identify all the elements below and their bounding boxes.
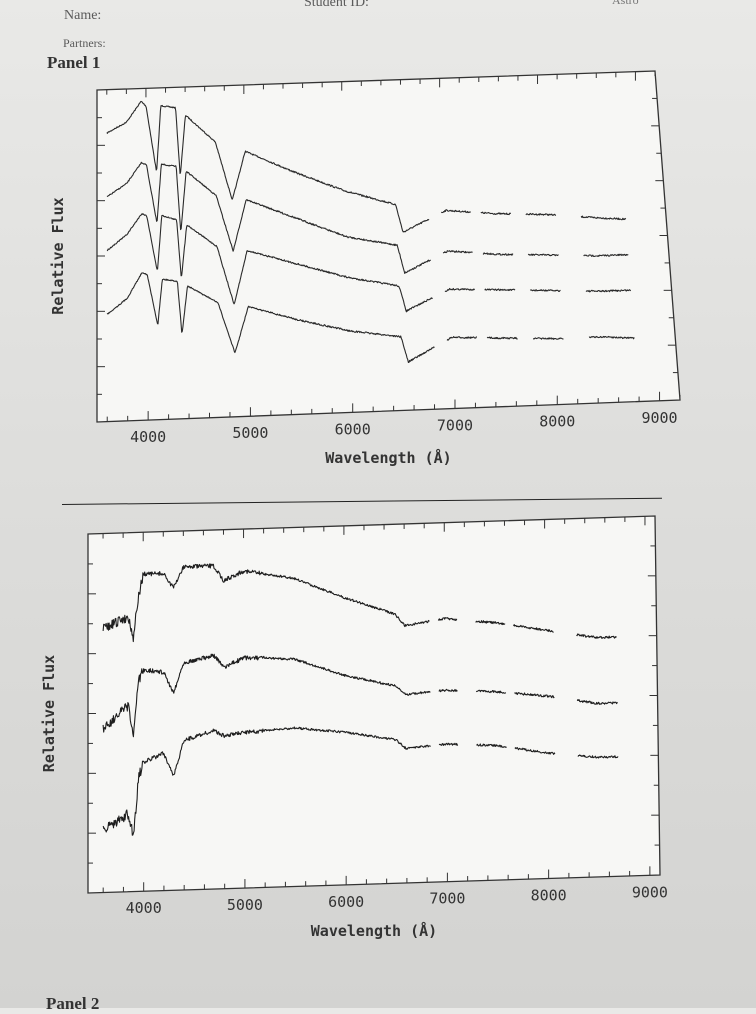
x-tick-label: 4000 [126,899,162,917]
x-tick-label: 6000 [335,420,371,438]
name-label: Name: [64,8,102,23]
y-axis-label: Relative Flux [49,197,67,314]
x-tick-label: 7000 [437,416,473,434]
course-label: Astro [612,0,639,7]
panel-1-title: Panel 1 [47,53,101,72]
x-tick-label: 5000 [232,424,268,442]
spectrum-line-1 [102,563,617,643]
spectrum-line-3 [102,726,619,836]
x-tick-label: 9000 [641,409,677,427]
spectrum-line-3 [106,213,632,313]
partners-label: Partners: [63,36,106,50]
x-tick-label: 8000 [539,413,575,431]
spectrum-line-4 [106,272,635,364]
student-id-label: Student ID: [304,0,369,10]
x-tick-label: 6000 [328,893,364,911]
x-axis-label: Wavelength (Å) [325,448,451,467]
x-axis-label: Wavelength (Å) [311,921,437,940]
x-tick-label: 9000 [632,883,668,901]
x-tick-label: 8000 [531,887,567,905]
x-tick-label: 7000 [429,890,465,908]
y-axis-label: Relative Flux [40,655,58,772]
x-tick-label: 4000 [130,428,166,446]
spectrum-line-2 [106,161,629,275]
plot-frame [87,515,661,894]
x-tick-label: 5000 [227,896,263,914]
spectrum-line-2 [102,653,618,738]
spectrum-line-1 [106,100,627,233]
